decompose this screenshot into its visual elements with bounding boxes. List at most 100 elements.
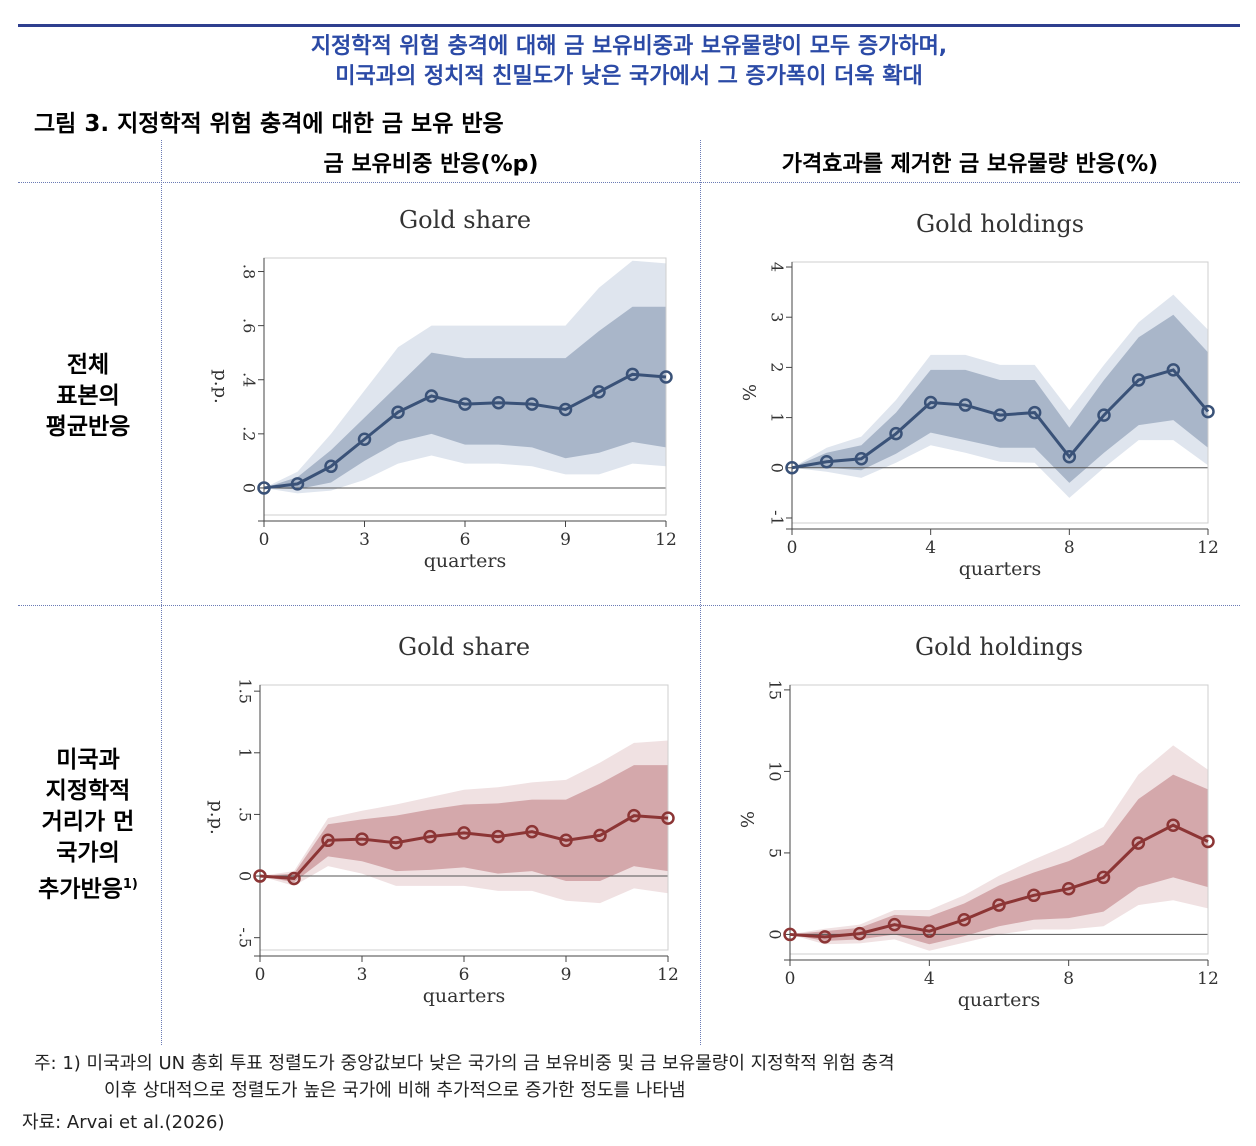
data-point	[457, 826, 471, 840]
y-axis-label: p.p.	[210, 369, 231, 404]
y-tick-label: .5	[236, 807, 255, 822]
row-label-bottom-line: 미국과	[56, 747, 120, 773]
x-tick-label: 0	[785, 969, 796, 989]
chart-gold-share-distant: Gold share -.5 0.5 1 1.5 0 3 6 9 12 quarters p.p.	[182, 625, 682, 1020]
grid-divider-left	[161, 140, 162, 1045]
data-point	[1027, 405, 1042, 420]
y-tick-label: 2	[768, 362, 787, 372]
y-tick-label: 0	[766, 929, 785, 939]
data-point	[1131, 836, 1146, 850]
chart-title: Gold share	[399, 206, 531, 234]
data-point	[1201, 834, 1215, 849]
data-point	[887, 917, 902, 932]
chart-title: Gold holdings	[916, 210, 1084, 238]
data-point	[1061, 882, 1076, 896]
x-tick-label: 0	[259, 530, 270, 550]
data-point	[253, 869, 267, 883]
headline-line-2: 미국과의 정치적 친밀도가 낮은 국가에서 그 증가폭이 더욱 확대	[335, 64, 923, 89]
grid-divider-middle	[18, 605, 1240, 606]
data-point	[391, 405, 405, 419]
x-tick-label: 12	[657, 965, 679, 985]
data-point	[958, 398, 973, 412]
chart-svg: Gold share 0 .2 .4 .6 .8 0 3 6 9 12 quarters p.p.	[210, 206, 677, 572]
data-point	[889, 426, 903, 441]
data-point	[525, 824, 539, 839]
data-point	[1096, 870, 1111, 885]
x-axis-label: quarters	[424, 550, 507, 572]
data-point	[423, 829, 437, 844]
x-tick-label: 3	[359, 530, 370, 550]
x-axis-label: quarters	[959, 558, 1042, 580]
data-point	[1166, 363, 1181, 377]
y-tick-label: .8	[240, 264, 259, 279]
data-point	[525, 397, 539, 411]
x-tick-label: 8	[1064, 538, 1075, 558]
series-line	[789, 823, 1209, 939]
chart-title: Gold share	[398, 633, 530, 661]
row-label-bottom-line: 거리가 먼	[41, 809, 135, 835]
data-point	[783, 927, 797, 942]
y-tick-label: -.5	[236, 927, 255, 948]
chart-svg: Gold holdings 0 5 10 15 0 4 8 12 quarters%	[736, 633, 1219, 1011]
column-header-left: 금 보유비중 반응(%p)	[323, 152, 539, 177]
data-point	[818, 930, 832, 944]
row-label-bottom-line: 지정학적	[45, 778, 131, 804]
data-point	[357, 432, 372, 447]
data-point	[287, 871, 301, 886]
y-tick-label: 10	[766, 761, 785, 781]
data-point	[659, 370, 673, 384]
data-point	[923, 395, 938, 410]
y-tick-label: 1	[768, 413, 787, 423]
x-tick-label: 6	[460, 530, 471, 550]
data-point	[491, 829, 505, 844]
y-tick-label: 4	[768, 262, 787, 272]
x-tick-label: 6	[459, 965, 470, 985]
x-tick-label: 12	[1197, 538, 1219, 558]
figure-title: 그림 3. 지정학적 위험 충격에 대한 금 보유 반응	[34, 111, 504, 137]
row-label-top-line: 전체	[66, 352, 110, 378]
data-point	[922, 924, 937, 938]
data-point	[1062, 449, 1077, 464]
x-tick-label: 4	[924, 969, 935, 989]
data-point	[321, 833, 335, 848]
x-tick-label: 9	[560, 530, 571, 550]
x-tick-label: 12	[655, 530, 677, 550]
footnote: 주: 1) 미국과의 UN 총회 투표 정렬도가 중앙값보다 낮은 국가의 금 …	[34, 1050, 1244, 1104]
data-point	[1097, 408, 1111, 422]
chart-gold-share-all: Gold share 0 .2 .4 .6 .8 0 3 6 9 12 quarters p.p.	[182, 196, 682, 581]
data-point	[1201, 404, 1215, 419]
row-label-top-line: 평균반응	[45, 414, 131, 440]
x-tick-label: 4	[925, 538, 936, 558]
y-tick-label: 15	[766, 680, 785, 700]
data-point	[819, 455, 834, 469]
source-note: 자료: Arvai et al.(2026)	[22, 1112, 225, 1133]
y-tick-label: 1	[236, 748, 255, 758]
chart-title: Gold holdings	[915, 633, 1083, 661]
footnote-line-1: 주: 1) 미국과의 UN 총회 투표 정렬도가 중앙값보다 낮은 국가의 금 …	[34, 1053, 895, 1074]
data-point	[424, 389, 439, 403]
data-point	[854, 452, 869, 466]
y-tick-label: 0	[236, 871, 255, 881]
data-point	[491, 395, 506, 410]
data-point	[1027, 888, 1041, 903]
data-point	[993, 408, 1007, 422]
y-axis-label: p.p.	[206, 800, 227, 835]
data-point	[785, 461, 799, 475]
y-tick-label: .6	[240, 318, 259, 333]
data-point	[559, 833, 573, 848]
row-label-bottom-line: 국가의	[56, 840, 120, 866]
series-line	[263, 372, 667, 490]
column-header-right: 가격효과를 제거한 금 보유물량 반응(%)	[781, 152, 1159, 177]
x-tick-label: 0	[787, 538, 798, 558]
data-point	[1166, 818, 1180, 832]
data-point	[992, 898, 1006, 912]
series-line	[791, 368, 1210, 470]
top-rule	[18, 24, 1240, 27]
headline-line-1: 지정학적 위험 충격에 대해 금 보유비중과 보유물량이 모두 증가하며,	[310, 34, 948, 59]
series-line	[259, 814, 669, 881]
data-point	[558, 402, 573, 417]
footnote-marker: 1)	[122, 877, 138, 892]
data-point	[625, 367, 640, 382]
